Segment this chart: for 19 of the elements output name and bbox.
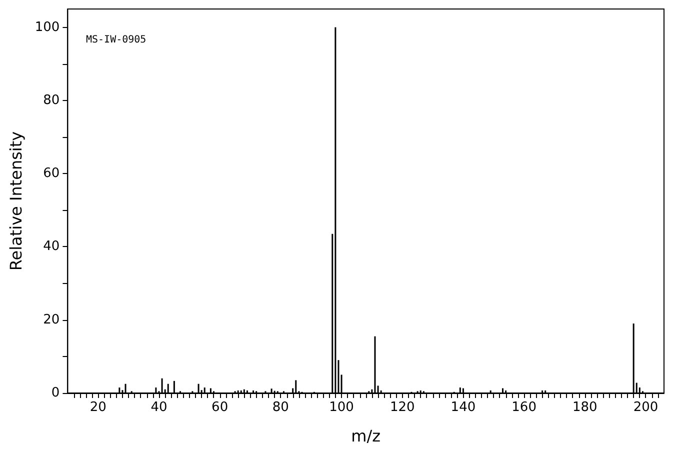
x-tick-label: 40 [150, 400, 168, 415]
x-tick-label: 100 [329, 400, 354, 415]
y-tick-label: 40 [43, 239, 60, 254]
y-tick-label: 60 [43, 166, 60, 182]
y-tick-label: 80 [43, 92, 60, 108]
y-tick-label: 0 [51, 386, 60, 400]
x-tick-label: 80 [272, 400, 289, 415]
x-tick-label: 20 [90, 400, 106, 415]
x-tick-label: 200 [633, 400, 658, 415]
x-tick-label: 120 [390, 400, 415, 415]
y-axis-title: Relative Intensity [6, 131, 26, 271]
x-tick-label: 160 [512, 400, 536, 415]
x-tick-label: 60 [212, 400, 228, 415]
x-tick-label: 180 [572, 400, 598, 415]
y-tick-label: 20 [43, 312, 60, 328]
y-tick-label: 100 [34, 20, 60, 35]
x-axis-title: m/z [351, 426, 381, 446]
annotation: MS-IW-0905 [86, 34, 146, 46]
x-tick-label: 140 [450, 400, 476, 415]
